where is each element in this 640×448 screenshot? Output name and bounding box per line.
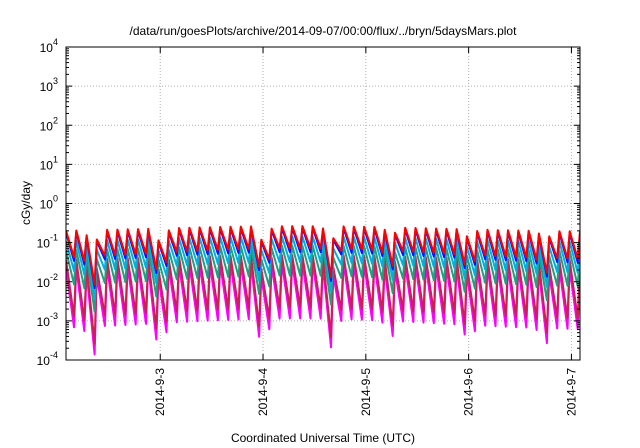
x-tick-label: 2014-9-7: [564, 368, 578, 416]
y-tick-label: 104: [40, 37, 58, 55]
y-tick-labels: 10-4 10-3 10-2 10-1 100 101 102 103 104: [37, 37, 58, 368]
y-tick-label: 10-1: [37, 233, 58, 251]
plot-frame: [65, 46, 581, 361]
chart-title: /data/run/goesPlots/archive/2014-09-07/0…: [130, 24, 518, 38]
y-axis-label: cGy/day: [19, 181, 33, 225]
x-tick-label: 2014-9-5: [359, 368, 373, 416]
axis-ticks: [66, 46, 580, 361]
y-tick-label: 10-3: [37, 311, 58, 329]
y-tick-label: 101: [40, 154, 58, 172]
x-tick-label: 2014-9-4: [256, 368, 270, 416]
series-line: [66, 225, 580, 286]
x-tick-label: 2014-9-3: [153, 368, 167, 416]
series-group: [66, 225, 580, 356]
y-tick-label: 103: [40, 76, 58, 94]
x-tick-label: 2014-9-6: [462, 368, 476, 416]
grid-lines: [66, 47, 580, 360]
y-tick-label: 10-2: [37, 272, 58, 290]
y-tick-label: 100: [40, 194, 58, 212]
x-axis-label: Coordinated Universal Time (UTC): [231, 431, 415, 445]
y-tick-label: 102: [40, 115, 58, 133]
x-tick-labels: 2014-9-3 2014-9-4 2014-9-5 2014-9-6 2014-9-7: [153, 368, 578, 416]
y-tick-label: 10-4: [37, 350, 58, 368]
